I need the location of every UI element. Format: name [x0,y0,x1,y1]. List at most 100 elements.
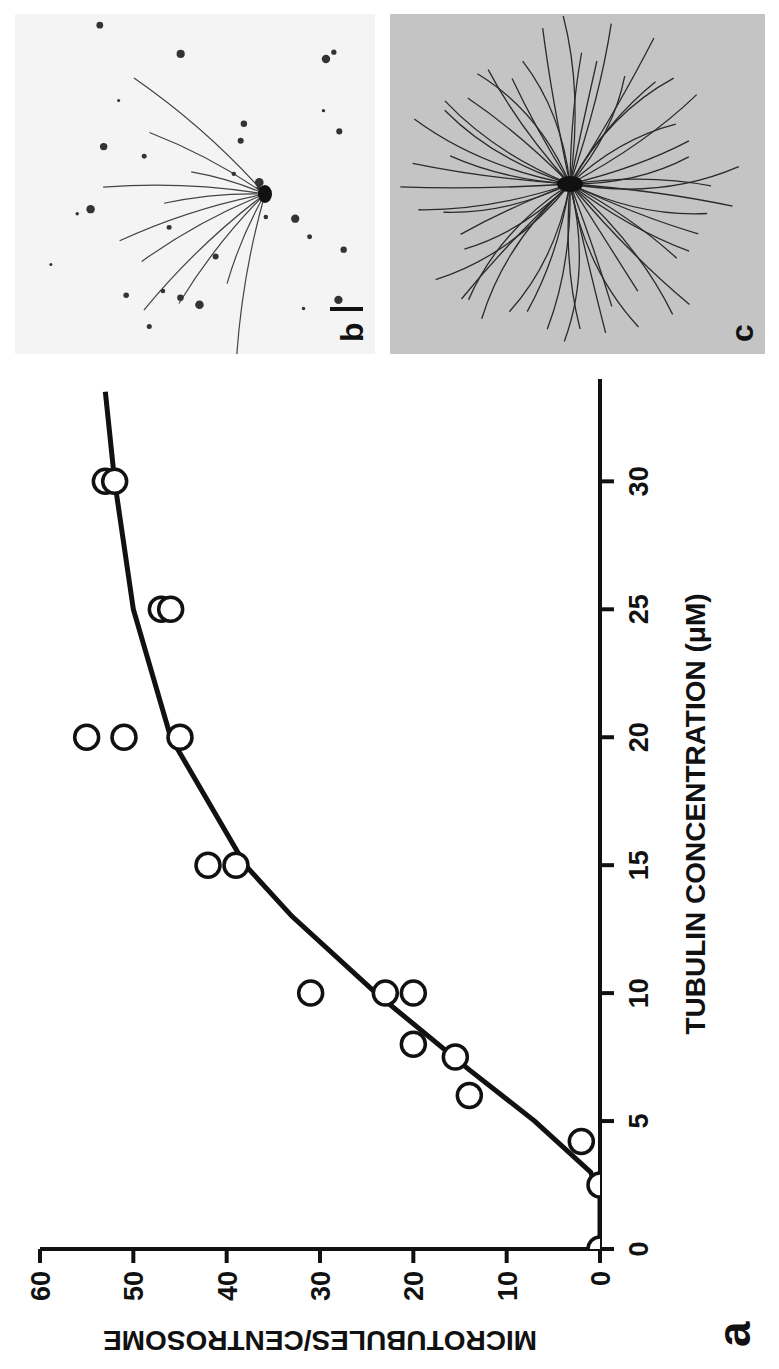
microtubule [570,184,638,291]
microtubule [134,78,265,194]
speck [331,50,336,55]
microtubule [570,179,711,186]
y-tick-label: 10 [493,1271,523,1301]
y-tick [505,1249,509,1263]
x-tick [600,1247,614,1251]
microtubule [164,194,265,203]
microtubule [103,185,265,194]
speck [340,246,346,252]
x-tick-label: 20 [624,722,654,752]
micrograph-c [390,14,765,354]
speck [142,154,147,159]
data-point [75,725,99,749]
speck [177,50,185,58]
plot-marks [75,392,600,1249]
microtubule [142,194,265,261]
data-point [588,1237,600,1249]
speck [117,99,120,102]
x-tick-label: 5 [624,1114,654,1129]
speck [302,307,305,310]
microtubule [149,133,265,194]
data-point [112,725,136,749]
y-tick-label: 40 [213,1271,243,1301]
x-tick [600,735,614,739]
microtubule [235,194,265,354]
x-axis [598,379,602,1249]
microtubule [445,101,570,184]
x-tick [600,607,614,611]
speck [123,292,129,298]
speck [264,215,269,220]
microtubule [191,172,265,194]
panel-label: a [708,1321,760,1347]
microtubule [570,184,612,306]
rotated-figure: 0510152025300102030405060TUBULIN CONCENT… [15,14,765,1356]
microtubule [400,184,570,188]
data-point [457,1083,481,1107]
data-point [196,853,220,877]
speck [195,300,204,309]
y-tick-label: 30 [306,1271,336,1301]
microtubule [543,28,570,184]
x-axis-title: TUBULIN CONCENTRATION (μM) [680,593,711,1034]
speck [75,212,78,215]
speck [336,128,342,134]
x-tick-label: 15 [624,850,654,880]
micrograph-b [15,14,375,354]
microtubule [512,79,570,184]
microtubule [179,194,265,303]
speck [213,253,219,259]
data-point [569,1130,593,1154]
y-axis-title: MICROTUBULES/CENTROSOME [103,1325,537,1356]
x-tick [600,863,614,867]
microtubule [120,194,265,241]
y-tick [318,1249,322,1263]
microtubule [564,184,579,341]
y-tick-label: 60 [26,1271,56,1301]
microtubule [464,184,570,249]
y-tick-label: 20 [399,1271,429,1301]
speck [86,205,94,213]
microtubule [461,184,570,299]
data-point [299,981,323,1005]
x-tick [600,1119,614,1123]
data-point [103,469,127,493]
speck [238,138,244,144]
data-point [401,981,425,1005]
x-tick-label: 10 [624,978,654,1008]
panel-label: b [334,322,370,342]
x-tick-label: 0 [624,1241,654,1256]
x-tick [600,991,614,995]
speck [241,120,247,126]
microtubule [523,61,570,184]
microtubule [570,141,689,184]
data-point [401,1032,425,1056]
microtubule [563,16,575,184]
data-point [224,853,248,877]
speck [322,109,325,112]
microtubule [570,184,639,327]
data-point [588,1173,600,1197]
scale-bar [330,307,363,311]
microtubule [436,184,570,280]
x-tick [600,479,614,483]
data-point [159,597,183,621]
microtubule [570,53,582,184]
y-tick [411,1249,415,1263]
speck [161,289,166,294]
microtubule [570,184,677,258]
microtubule [570,184,689,305]
speck [334,296,342,304]
speck [232,172,236,176]
fit-curve [105,392,600,1249]
microtubule [570,78,674,184]
micrograph-background [390,14,765,354]
centrosome [258,185,272,203]
y-tick [131,1249,135,1263]
microtubule [570,95,697,184]
speck [322,55,330,63]
panel-label: c [724,324,760,342]
speck [291,215,299,223]
y-tick [38,1249,42,1263]
x-tick-label: 30 [624,466,654,496]
